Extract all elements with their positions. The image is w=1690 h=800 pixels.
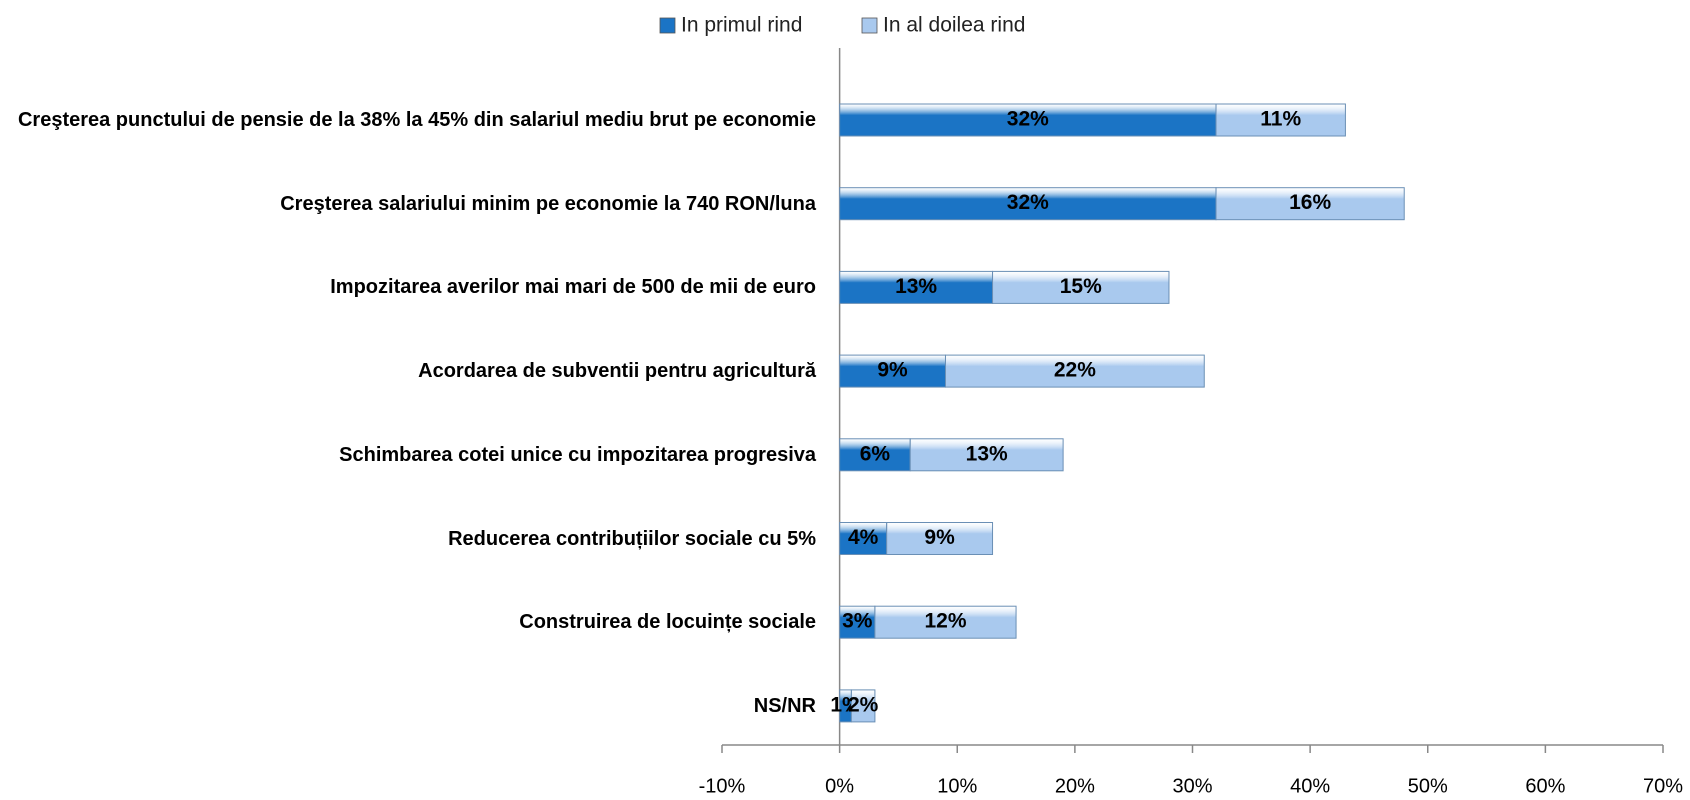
category-label: Acordarea de subventii pentru agricultur… (418, 360, 816, 383)
legend-swatch (861, 17, 878, 34)
bar (839, 438, 911, 472)
bar (909, 438, 1064, 472)
category-label: Impozitarea averilor mai mari de 500 de … (330, 276, 816, 299)
bar (874, 605, 1017, 639)
bar (944, 354, 1205, 388)
category-label: Reducerea contribuțiilor sociale cu 5% (448, 527, 816, 550)
value-label: 32% (1007, 191, 1049, 214)
value-label: 15% (1060, 275, 1102, 298)
value-label: 9% (877, 359, 908, 382)
bar (839, 522, 888, 555)
x-tick-label: 10% (937, 775, 977, 797)
bar (1215, 103, 1346, 137)
x-tick-label: 70% (1643, 775, 1683, 797)
bar (839, 270, 994, 304)
value-label: 9% (924, 526, 955, 549)
category-label: Construirea de locuințe sociale (519, 611, 816, 634)
value-label: 13% (895, 275, 937, 298)
value-label: 12% (924, 610, 966, 633)
bar (886, 522, 994, 555)
bar (839, 187, 1217, 221)
value-label: 4% (848, 526, 879, 549)
category-label: Creşterea salariului minim pe economie l… (280, 192, 816, 215)
value-label: 32% (1007, 108, 1049, 131)
legend-swatch (659, 17, 676, 34)
value-label: 13% (966, 442, 1008, 465)
value-label: 3% (842, 610, 873, 633)
bar (992, 270, 1170, 304)
category-label: Creşterea punctului de pensie de la 38% … (17, 109, 816, 131)
x-tick-label: 30% (1172, 775, 1212, 797)
value-label: 2% (848, 693, 879, 716)
x-tick-label: 60% (1525, 775, 1565, 797)
value-label: 16% (1289, 191, 1331, 214)
x-tick-label: 20% (1055, 775, 1095, 797)
x-tick-label: -10% (699, 775, 746, 797)
bar (850, 689, 876, 723)
x-tick-label: 40% (1290, 775, 1330, 797)
value-label: 11% (1260, 108, 1301, 131)
bar (1215, 187, 1405, 221)
value-label: 6% (860, 442, 891, 465)
category-label: NS/NR (753, 694, 816, 717)
x-tick-label: 0% (825, 775, 854, 797)
bar (839, 354, 946, 388)
category-label: Schimbarea cotei unice cu impozitarea pr… (339, 443, 816, 466)
x-tick-label: 50% (1408, 775, 1448, 797)
value-label: 22% (1054, 359, 1096, 382)
legend-label: In primul rind (681, 14, 802, 37)
legend-label: In al doilea rind (883, 14, 1025, 37)
